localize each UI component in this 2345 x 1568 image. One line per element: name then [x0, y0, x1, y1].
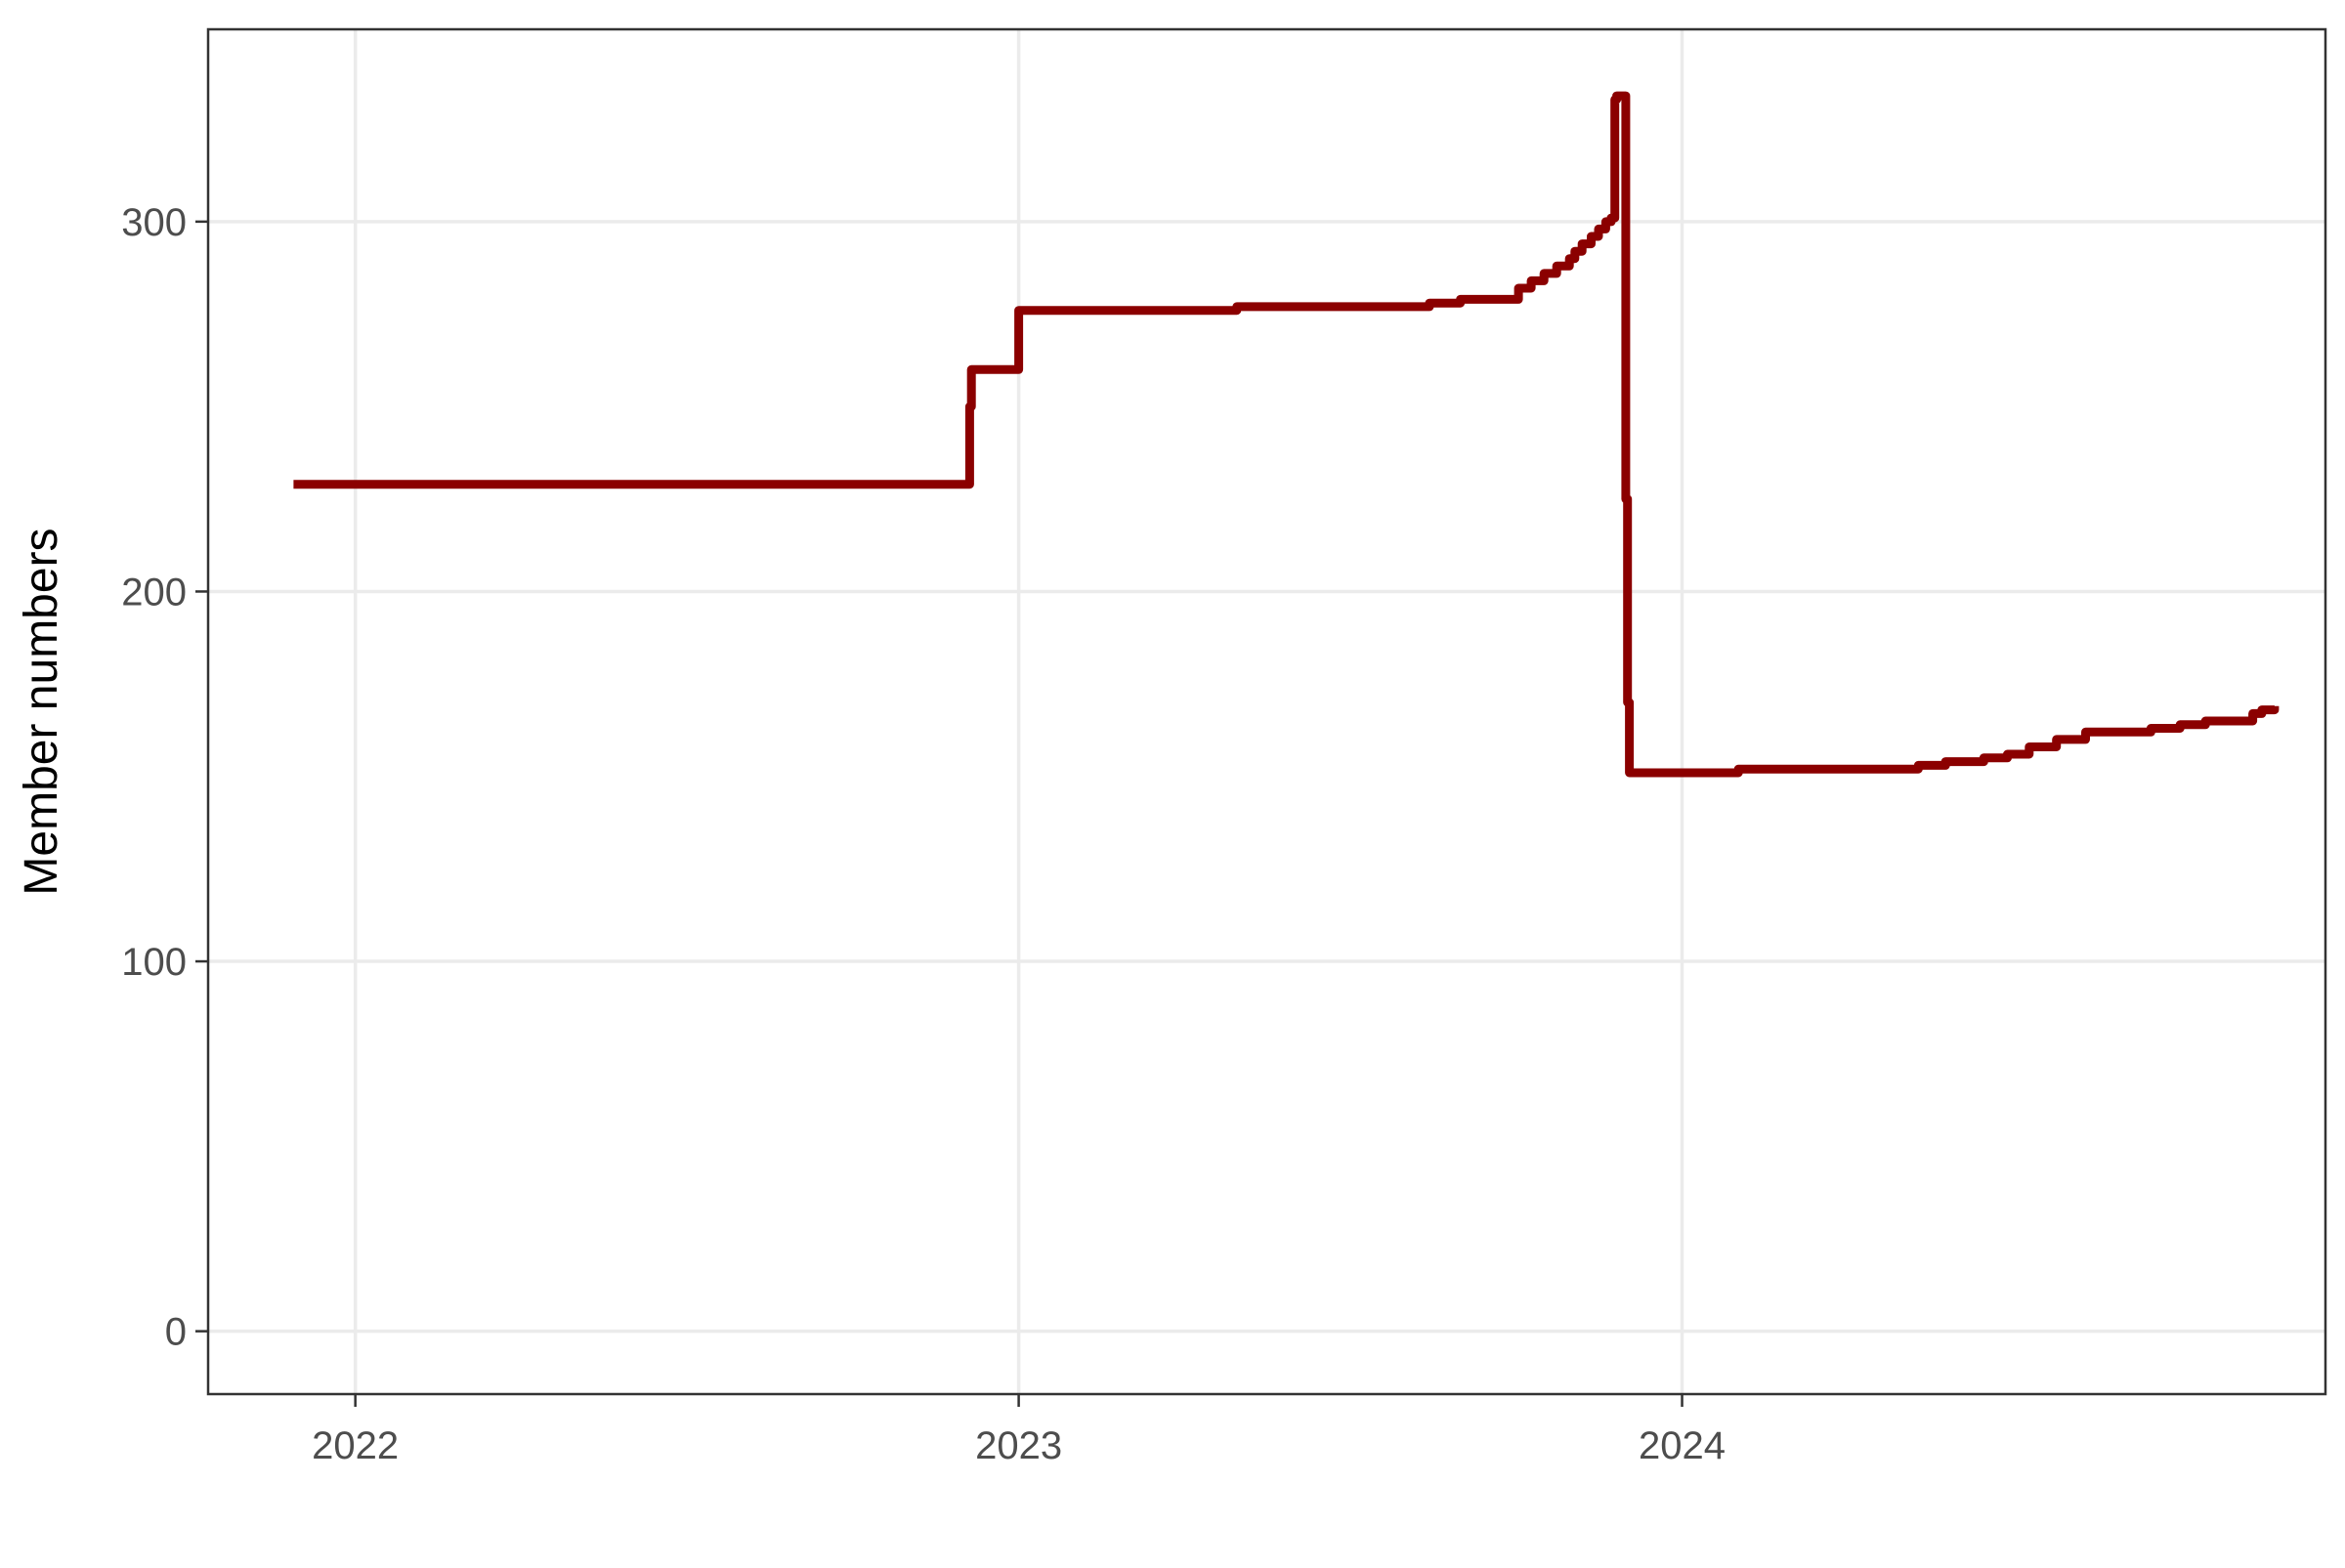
- x-tick-label: 2023: [975, 1424, 1062, 1467]
- y-axis-title: Member numbers: [16, 528, 67, 895]
- x-tick-label: 2024: [1639, 1424, 1726, 1467]
- series-line-0: [293, 91, 2280, 778]
- axis-ticks: [195, 220, 1684, 1407]
- plot-panel-border: [206, 27, 2327, 1396]
- x-tick-label: 2022: [312, 1424, 399, 1467]
- grid-lines: [208, 29, 2325, 1394]
- axis-labels: 2022 2023 2024 0 100 200 300: [121, 201, 1726, 1467]
- y-tick-label: 0: [165, 1311, 187, 1354]
- y-tick-label: 300: [121, 201, 187, 244]
- y-tick-label: 100: [121, 941, 187, 984]
- series-layer: [293, 91, 2280, 778]
- y-tick-label: 200: [121, 571, 187, 614]
